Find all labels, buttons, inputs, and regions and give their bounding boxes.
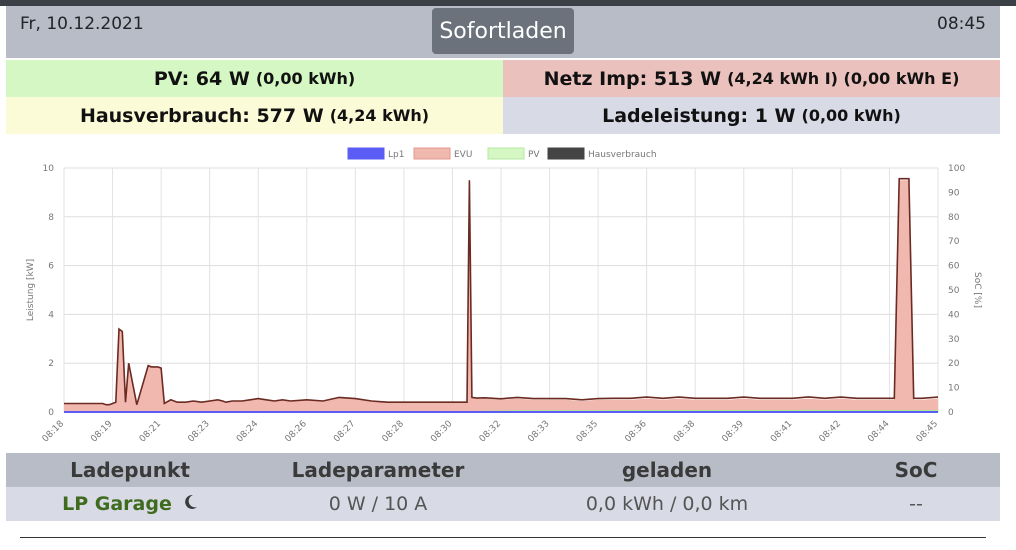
x-tick-label: 08:28: [381, 419, 407, 445]
legend-swatch: [547, 147, 585, 160]
y2-tick-label: 50: [948, 286, 960, 296]
x-tick-label: 08:36: [623, 419, 649, 445]
x-tick-label: 08:24: [235, 419, 261, 445]
x-tick-label: 08:38: [672, 419, 698, 445]
y2-tick-label: 30: [948, 335, 960, 345]
x-tick-label: 08:23: [186, 419, 211, 444]
table-header-row: Ladepunkt Ladeparameter geladen SoC: [6, 453, 1000, 487]
top-bar: [0, 0, 1016, 6]
charged-amount: 0,0 kWh / 0,0 km: [585, 493, 749, 515]
legend-swatch: [347, 147, 385, 160]
col-header-chargepoint: Ladepunkt: [70, 458, 190, 482]
x-tick-label: 08:35: [575, 419, 600, 444]
y2-tick-label: 10: [948, 384, 960, 394]
y-tick-label: 0: [48, 408, 54, 418]
charging-power: Ladeleistung: 1 W: [602, 104, 796, 127]
legend-swatch: [413, 147, 451, 160]
divider: [20, 537, 986, 538]
y-tick-label: 8: [48, 213, 54, 223]
charge-parameters[interactable]: 0 W / 10 A: [328, 493, 428, 515]
x-tick-label: 08:39: [720, 419, 746, 445]
y2-tick-label: 70: [948, 237, 960, 247]
col-header-charged: geladen: [621, 458, 713, 482]
house-consumption-summary: Hausverbrauch: 577 W (4,24 kWh): [6, 97, 503, 134]
legend-label: EVU: [454, 150, 472, 160]
x-tick-label: 08:26: [283, 419, 309, 445]
x-tick-label: 08:44: [866, 419, 892, 445]
legend-label: PV: [528, 150, 540, 160]
table-row: LP Garage 0 W / 10 A 0,0 kWh / 0,0 km --: [6, 487, 1000, 521]
y2-axis-label: SoC [%]: [972, 272, 982, 308]
legend-label: Lp1: [388, 150, 404, 160]
col-header-parameters: Ladeparameter: [291, 458, 465, 482]
y-axis-label: Leistung [kW]: [26, 259, 36, 321]
y2-tick-label: 60: [948, 262, 960, 272]
y2-tick-label: 40: [948, 310, 960, 320]
chargepoint-cell: LP Garage: [6, 493, 254, 515]
charge-mode-button[interactable]: Sofortladen: [432, 8, 574, 54]
charging-energy: (0,00 kWh): [801, 106, 901, 125]
x-tick-label: 08:21: [138, 419, 163, 444]
header-bar: Fr, 10.12.2021 Sofortladen 08:45: [6, 6, 1000, 58]
date-label: Fr, 10.12.2021: [20, 14, 144, 34]
x-tick-label: 08:42: [818, 419, 843, 444]
grid-import-energy: (4,24 kWh I) (0,00 kWh E): [727, 69, 960, 88]
y2-tick-label: 90: [948, 188, 960, 198]
x-tick-label: 08:41: [769, 419, 794, 444]
x-tick-label: 08:27: [332, 419, 357, 444]
time-label: 08:45: [937, 14, 986, 34]
legend-label: Hausverbrauch: [588, 150, 657, 160]
pv-power: PV: 64 W: [153, 67, 250, 90]
hausverbrauch-line: [64, 177, 939, 406]
charging-power-summary: Ladeleistung: 1 W (0,00 kWh): [503, 97, 1000, 134]
y2-tick-label: 100: [948, 164, 965, 174]
charge-point-table: Ladepunkt Ladeparameter geladen SoC LP G…: [6, 453, 1000, 521]
x-tick-label: 08:32: [478, 419, 503, 444]
y-tick-label: 6: [48, 262, 54, 272]
y2-tick-label: 80: [948, 213, 960, 223]
chargepoint-name[interactable]: LP Garage: [62, 493, 172, 515]
y2-tick-label: 0: [948, 408, 954, 418]
col-header-soc: SoC: [894, 458, 938, 482]
pv-summary: PV: 64 W (0,00 kWh): [6, 60, 503, 97]
x-tick-label: 08:33: [526, 419, 551, 444]
grid-import-summary: Netz Imp: 513 W (4,24 kWh I) (0,00 kWh E…: [503, 60, 1000, 97]
evu-area: [64, 180, 938, 412]
house-consumption-power: Hausverbrauch: 577 W: [79, 104, 324, 127]
y-tick-label: 10: [43, 164, 55, 174]
house-consumption-energy: (4,24 kWh): [329, 106, 430, 125]
pv-energy: (0,00 kWh): [255, 69, 356, 88]
legend-swatch: [487, 147, 525, 160]
y-tick-label: 2: [48, 359, 54, 369]
x-tick-label: 08:19: [89, 419, 115, 445]
grid-import-power: Netz Imp: 513 W: [543, 67, 722, 90]
moon-icon[interactable]: [184, 493, 198, 515]
x-tick-label: 08:18: [41, 419, 67, 445]
y2-tick-label: 20: [948, 359, 960, 369]
x-tick-label: 08:30: [429, 419, 455, 445]
soc-value: --: [909, 493, 923, 515]
y-tick-label: 4: [48, 310, 54, 320]
x-tick-label: 08:45: [915, 419, 940, 444]
